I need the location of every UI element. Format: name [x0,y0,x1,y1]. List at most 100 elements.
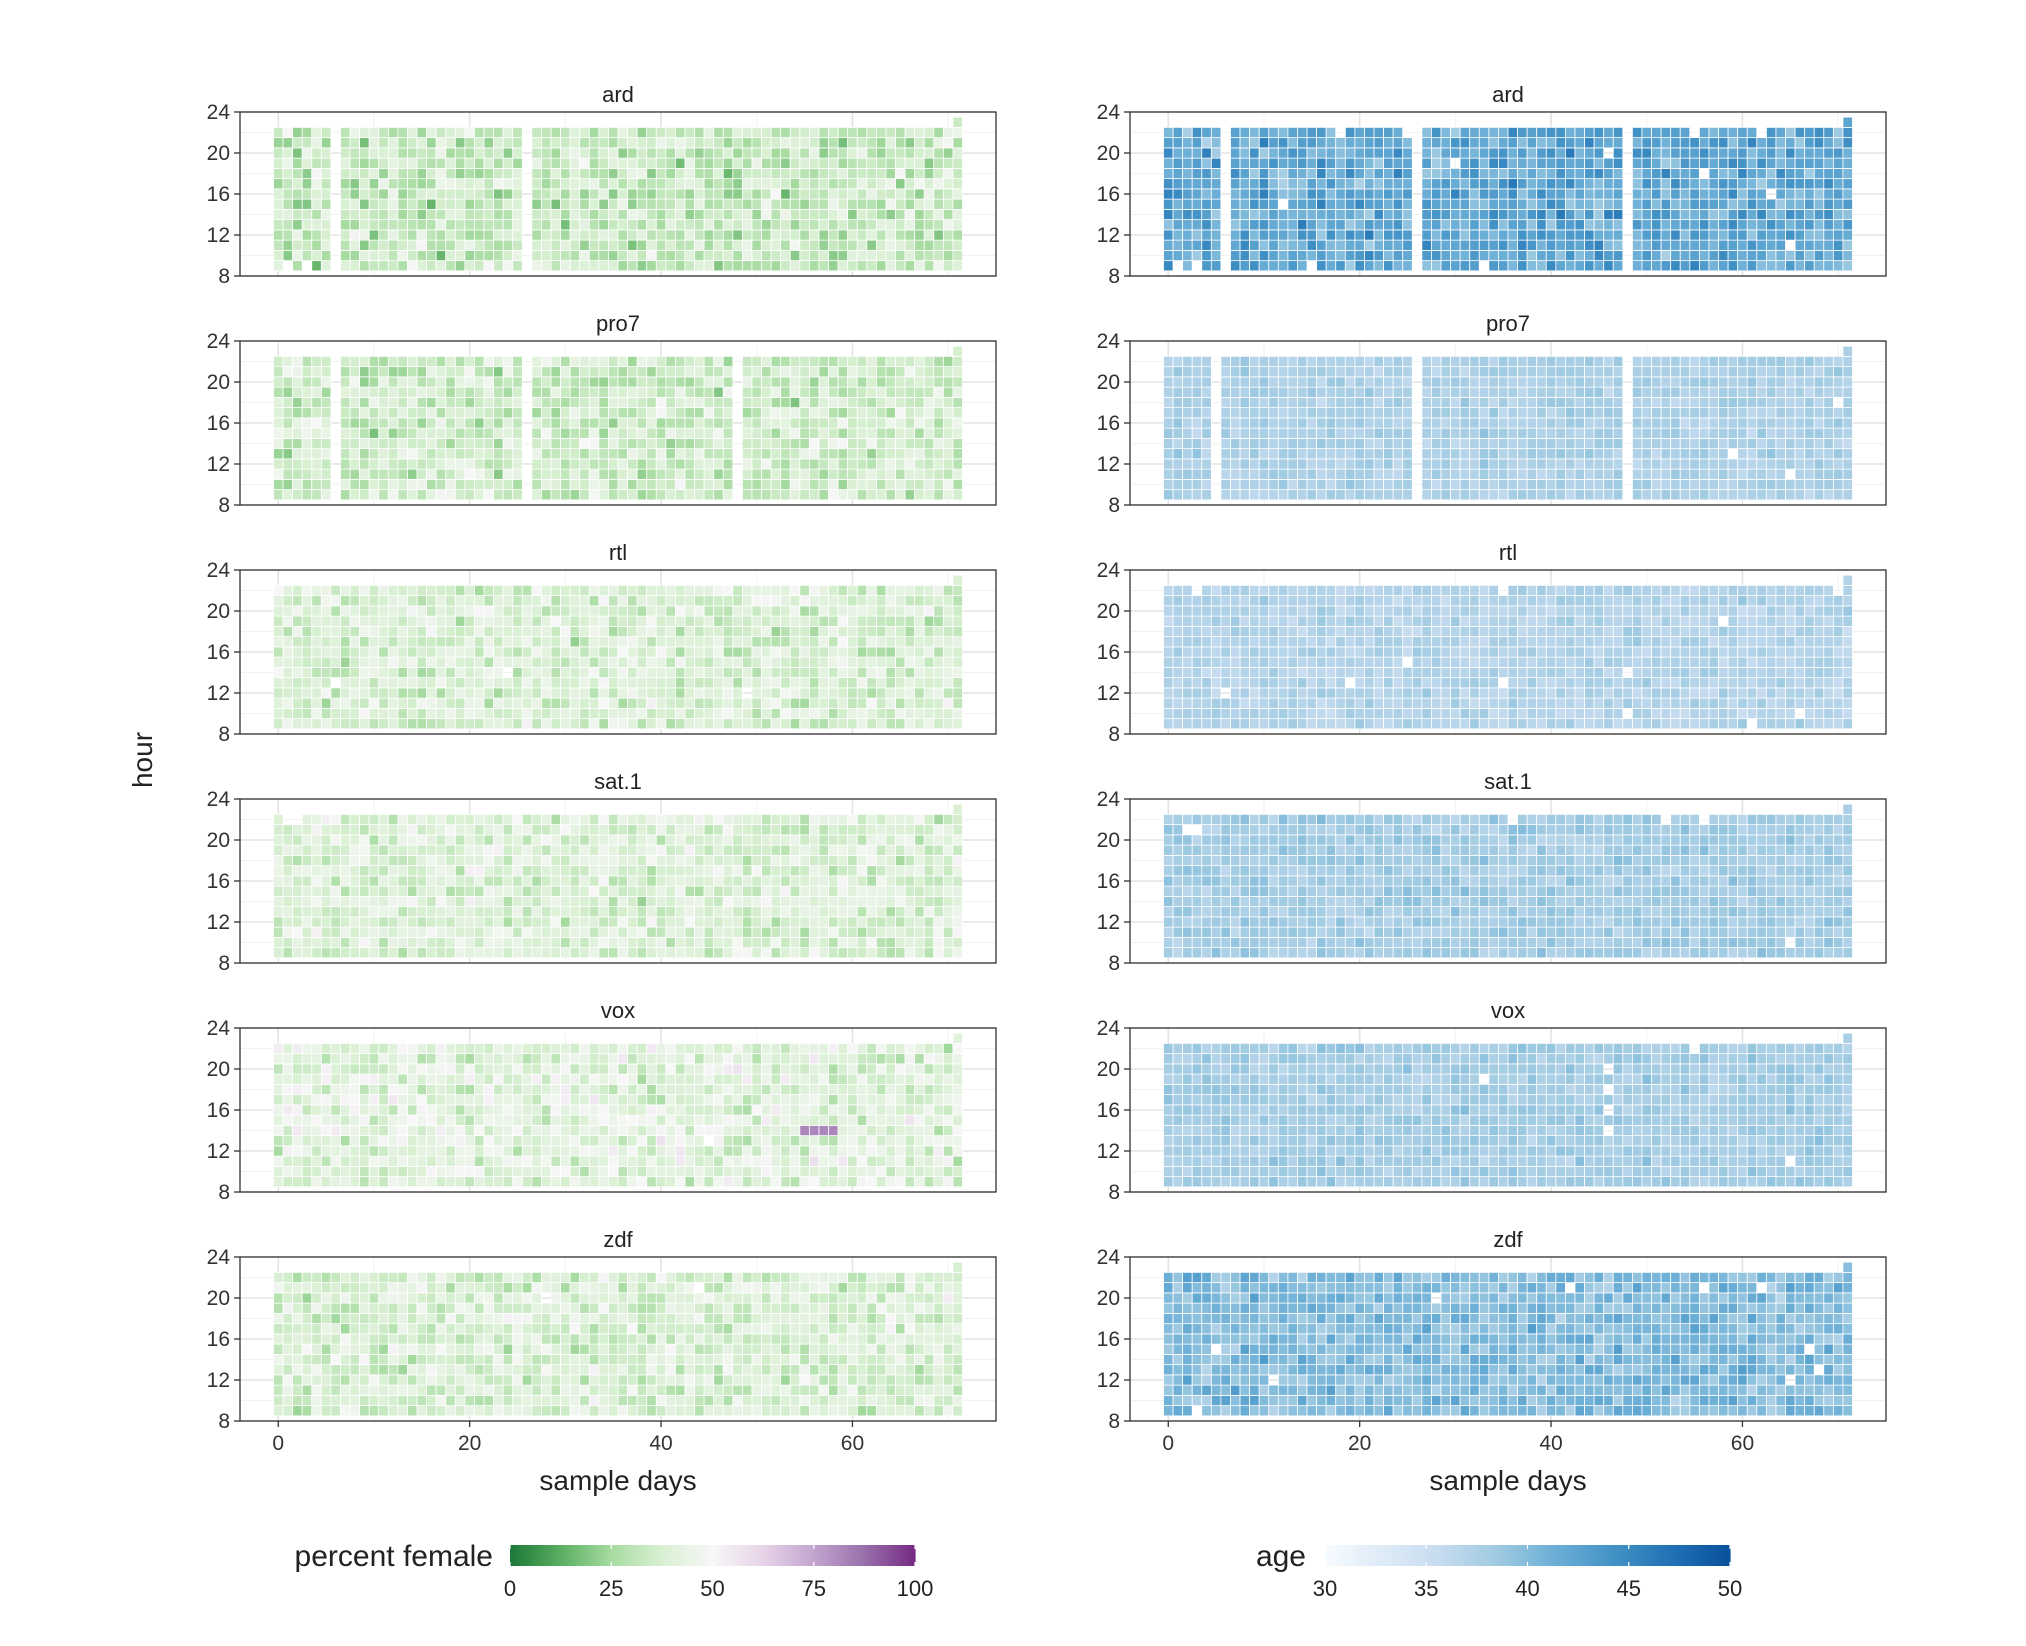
heat-tile [617,687,628,699]
heat-tile [359,906,370,918]
heat-tile [895,458,906,470]
heat-tile [837,656,849,668]
heat-tile [694,208,705,221]
heat-tile [550,1053,561,1065]
heat-tile [493,615,504,627]
heat-tile [942,407,954,419]
heat-tile [847,885,858,897]
heat-tile [933,707,944,720]
heat-tile [751,468,762,480]
heat-tile [320,906,332,918]
heat-tile [521,1104,533,1116]
heat-tile [694,1053,705,1065]
heat-tile [799,468,810,480]
heat-tile [282,126,294,139]
heat-tile [550,865,561,877]
heat-tile [407,615,418,627]
heat-tile [282,947,294,959]
heat-tile [751,249,762,262]
heat-tile [761,249,772,262]
heat-tile [914,834,925,846]
heat-tile [359,1063,370,1075]
heat-tile [694,1124,705,1137]
heat-tile [742,595,753,607]
heat-tile [435,844,447,856]
heat-tile [780,595,791,607]
heat-tile [541,707,552,720]
heat-tile [828,916,839,928]
heat-tile [732,1155,743,1167]
heat-tile [646,1073,657,1085]
heat-tile [866,208,877,221]
heat-tile [569,427,581,439]
heat-tile [646,198,657,210]
heat-tile [512,1145,523,1157]
heat-tile [875,718,887,730]
heat-tile [330,1165,341,1178]
heat-tile [655,677,667,689]
heat-tile [627,260,638,272]
heat-tile [866,615,877,627]
heat-tile [531,1083,542,1096]
heat-tile [320,1135,332,1147]
heat-tile [311,208,322,221]
heat-tile [292,718,303,730]
heat-tile [445,916,456,928]
heat-tile [387,208,399,221]
heat-tile [407,1073,418,1085]
heat-tile [579,1083,590,1096]
heat-tile [761,355,772,368]
heat-tile [761,489,772,501]
heat-tile [435,916,447,928]
heat-tile [933,458,944,470]
heat-tile [397,947,408,959]
heat-tile [895,718,906,730]
heat-tile [282,666,294,679]
heat-tile [579,677,590,689]
heat-tile [636,636,648,648]
heat-tile [368,1114,380,1126]
heat-tile [942,906,954,918]
heat-tile [608,636,619,648]
heat-tile [474,687,485,699]
heat-tile [837,854,849,867]
heat-tile [837,813,849,826]
heat-tile [397,718,408,730]
heat-tile [359,947,370,959]
heat-tile [808,865,820,877]
heat-tile [512,249,523,262]
heat-tile [732,1165,743,1178]
heat-tile [541,1124,552,1137]
heat-tile [311,260,322,272]
heat-tile [713,1114,724,1126]
heat-tile [560,865,571,877]
heat-tile [273,468,284,480]
heat-tile [722,1053,734,1065]
heat-tile [349,489,361,501]
heat-tile [541,1083,552,1096]
heat-tile [445,239,456,251]
heat-tile [665,1155,676,1167]
heat-tile [694,625,705,638]
heat-tile [923,625,935,638]
heat-tile [952,489,963,501]
heat-tile [541,126,552,139]
heat-tile [770,936,782,949]
heat-tile [875,646,887,658]
heat-tile [588,906,600,918]
heat-tile [426,407,437,419]
heat-tile [713,916,724,928]
heat-tile [521,1124,533,1137]
heat-tile [646,147,657,159]
heat-tile [598,386,609,398]
heat-tile [521,1155,533,1167]
heat-tile [875,677,887,689]
heat-tile [483,178,494,190]
heat-tile [464,885,475,897]
heat-tile [579,1053,590,1065]
heat-tile [923,895,935,908]
heat-tile [627,417,638,429]
heat-tile [742,1165,753,1178]
heat-tile [301,707,313,720]
heat-tile [655,1124,667,1137]
